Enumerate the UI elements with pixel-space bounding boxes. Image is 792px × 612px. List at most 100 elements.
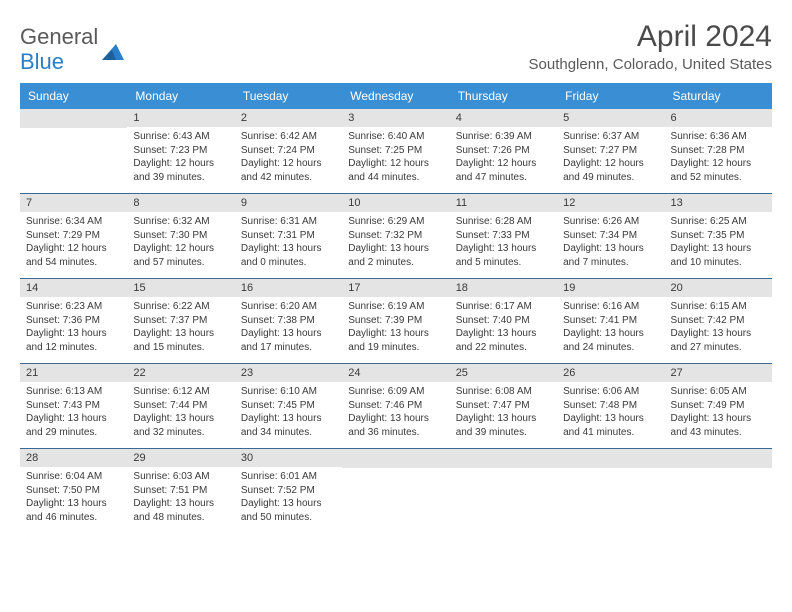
cell-body: Sunrise: 6:37 AMSunset: 7:27 PMDaylight:…: [557, 127, 664, 190]
sunrise-text: Sunrise: 6:29 AM: [348, 215, 443, 229]
logo-line2: Blue: [20, 49, 98, 75]
sunrise-text: Sunrise: 6:34 AM: [26, 215, 121, 229]
sunrise-text: Sunrise: 6:39 AM: [456, 130, 551, 144]
cell-body: Sunrise: 6:29 AMSunset: 7:32 PMDaylight:…: [342, 212, 449, 275]
daylight-text: Daylight: 12 hours and 57 minutes.: [133, 242, 228, 269]
calendar-cell: [450, 449, 557, 533]
calendar-cell: 15Sunrise: 6:22 AMSunset: 7:37 PMDayligh…: [127, 279, 234, 363]
cell-body: Sunrise: 6:20 AMSunset: 7:38 PMDaylight:…: [235, 297, 342, 360]
calendar-cell: 5Sunrise: 6:37 AMSunset: 7:27 PMDaylight…: [557, 109, 664, 193]
sunset-text: Sunset: 7:52 PM: [241, 484, 336, 498]
daylight-text: Daylight: 12 hours and 52 minutes.: [671, 157, 766, 184]
daylight-text: Daylight: 13 hours and 0 minutes.: [241, 242, 336, 269]
cell-body: Sunrise: 6:31 AMSunset: 7:31 PMDaylight:…: [235, 212, 342, 275]
cell-body: Sunrise: 6:15 AMSunset: 7:42 PMDaylight:…: [665, 297, 772, 360]
day-number: 14: [20, 279, 127, 297]
cell-body: Sunrise: 6:22 AMSunset: 7:37 PMDaylight:…: [127, 297, 234, 360]
calendar-cell: 13Sunrise: 6:25 AMSunset: 7:35 PMDayligh…: [665, 194, 772, 278]
daylight-text: Daylight: 13 hours and 32 minutes.: [133, 412, 228, 439]
calendar-cell: [557, 449, 664, 533]
calendar-cell: [665, 449, 772, 533]
calendar-cell: 14Sunrise: 6:23 AMSunset: 7:36 PMDayligh…: [20, 279, 127, 363]
sunset-text: Sunset: 7:49 PM: [671, 399, 766, 413]
calendar-cell: 4Sunrise: 6:39 AMSunset: 7:26 PMDaylight…: [450, 109, 557, 193]
cell-body: Sunrise: 6:40 AMSunset: 7:25 PMDaylight:…: [342, 127, 449, 190]
sunrise-text: Sunrise: 6:28 AM: [456, 215, 551, 229]
cell-body: Sunrise: 6:10 AMSunset: 7:45 PMDaylight:…: [235, 382, 342, 445]
cell-body: Sunrise: 6:43 AMSunset: 7:23 PMDaylight:…: [127, 127, 234, 190]
title-block: April 2024 Southglenn, Colorado, United …: [529, 20, 773, 73]
daylight-text: Daylight: 13 hours and 39 minutes.: [456, 412, 551, 439]
daylight-text: Daylight: 12 hours and 49 minutes.: [563, 157, 658, 184]
daylight-text: Daylight: 13 hours and 43 minutes.: [671, 412, 766, 439]
day-number: 9: [235, 194, 342, 212]
day-number: 16: [235, 279, 342, 297]
sunset-text: Sunset: 7:48 PM: [563, 399, 658, 413]
sunrise-text: Sunrise: 6:32 AM: [133, 215, 228, 229]
daylight-text: Daylight: 13 hours and 46 minutes.: [26, 497, 121, 524]
cell-body: Sunrise: 6:05 AMSunset: 7:49 PMDaylight:…: [665, 382, 772, 445]
calendar-cell: 30Sunrise: 6:01 AMSunset: 7:52 PMDayligh…: [235, 449, 342, 533]
week-row: 28Sunrise: 6:04 AMSunset: 7:50 PMDayligh…: [20, 449, 772, 533]
sunrise-text: Sunrise: 6:09 AM: [348, 385, 443, 399]
sunset-text: Sunset: 7:41 PM: [563, 314, 658, 328]
daylight-text: Daylight: 13 hours and 10 minutes.: [671, 242, 766, 269]
header: General Blue April 2024 Southglenn, Colo…: [20, 20, 772, 75]
week-row: 1Sunrise: 6:43 AMSunset: 7:23 PMDaylight…: [20, 109, 772, 194]
day-number: 1: [127, 109, 234, 127]
sunrise-text: Sunrise: 6:23 AM: [26, 300, 121, 314]
cell-body: Sunrise: 6:08 AMSunset: 7:47 PMDaylight:…: [450, 382, 557, 445]
daylight-text: Daylight: 12 hours and 44 minutes.: [348, 157, 443, 184]
sunset-text: Sunset: 7:42 PM: [671, 314, 766, 328]
calendar-cell: [342, 449, 449, 533]
cell-body: Sunrise: 6:32 AMSunset: 7:30 PMDaylight:…: [127, 212, 234, 275]
daylight-text: Daylight: 13 hours and 15 minutes.: [133, 327, 228, 354]
day-number: 18: [450, 279, 557, 297]
day-number: 28: [20, 449, 127, 467]
daylight-text: Daylight: 13 hours and 5 minutes.: [456, 242, 551, 269]
sunset-text: Sunset: 7:29 PM: [26, 229, 121, 243]
page-title: April 2024: [529, 20, 773, 54]
cell-body: Sunrise: 6:23 AMSunset: 7:36 PMDaylight:…: [20, 297, 127, 360]
cell-body: Sunrise: 6:01 AMSunset: 7:52 PMDaylight:…: [235, 467, 342, 530]
daylight-text: Daylight: 13 hours and 12 minutes.: [26, 327, 121, 354]
sunset-text: Sunset: 7:47 PM: [456, 399, 551, 413]
sunrise-text: Sunrise: 6:26 AM: [563, 215, 658, 229]
daylight-text: Daylight: 12 hours and 39 minutes.: [133, 157, 228, 184]
sunset-text: Sunset: 7:28 PM: [671, 144, 766, 158]
calendar-cell: 27Sunrise: 6:05 AMSunset: 7:49 PMDayligh…: [665, 364, 772, 448]
sunrise-text: Sunrise: 6:04 AM: [26, 470, 121, 484]
sunrise-text: Sunrise: 6:17 AM: [456, 300, 551, 314]
day-number: 17: [342, 279, 449, 297]
calendar-cell: 12Sunrise: 6:26 AMSunset: 7:34 PMDayligh…: [557, 194, 664, 278]
cell-body: Sunrise: 6:34 AMSunset: 7:29 PMDaylight:…: [20, 212, 127, 275]
day-number: 6: [665, 109, 772, 127]
day-number: 12: [557, 194, 664, 212]
sunset-text: Sunset: 7:30 PM: [133, 229, 228, 243]
calendar-cell: 17Sunrise: 6:19 AMSunset: 7:39 PMDayligh…: [342, 279, 449, 363]
day-number: 29: [127, 449, 234, 467]
daylight-text: Daylight: 13 hours and 17 minutes.: [241, 327, 336, 354]
day-number: [557, 449, 664, 468]
sunset-text: Sunset: 7:33 PM: [456, 229, 551, 243]
daylight-text: Daylight: 13 hours and 24 minutes.: [563, 327, 658, 354]
day-number: 8: [127, 194, 234, 212]
sunset-text: Sunset: 7:32 PM: [348, 229, 443, 243]
daylight-text: Daylight: 13 hours and 7 minutes.: [563, 242, 658, 269]
day-number: 21: [20, 364, 127, 382]
location-text: Southglenn, Colorado, United States: [529, 56, 773, 73]
calendar-cell: 28Sunrise: 6:04 AMSunset: 7:50 PMDayligh…: [20, 449, 127, 533]
calendar-cell: 18Sunrise: 6:17 AMSunset: 7:40 PMDayligh…: [450, 279, 557, 363]
sunset-text: Sunset: 7:43 PM: [26, 399, 121, 413]
daylight-text: Daylight: 12 hours and 47 minutes.: [456, 157, 551, 184]
daylight-text: Daylight: 13 hours and 29 minutes.: [26, 412, 121, 439]
sunrise-text: Sunrise: 6:37 AM: [563, 130, 658, 144]
calendar-cell: 1Sunrise: 6:43 AMSunset: 7:23 PMDaylight…: [127, 109, 234, 193]
cell-body: Sunrise: 6:28 AMSunset: 7:33 PMDaylight:…: [450, 212, 557, 275]
day-header: Wednesday: [342, 83, 449, 109]
day-number: [665, 449, 772, 468]
calendar-cell: 19Sunrise: 6:16 AMSunset: 7:41 PMDayligh…: [557, 279, 664, 363]
sunrise-text: Sunrise: 6:22 AM: [133, 300, 228, 314]
daylight-text: Daylight: 13 hours and 34 minutes.: [241, 412, 336, 439]
day-header: Friday: [557, 83, 664, 109]
